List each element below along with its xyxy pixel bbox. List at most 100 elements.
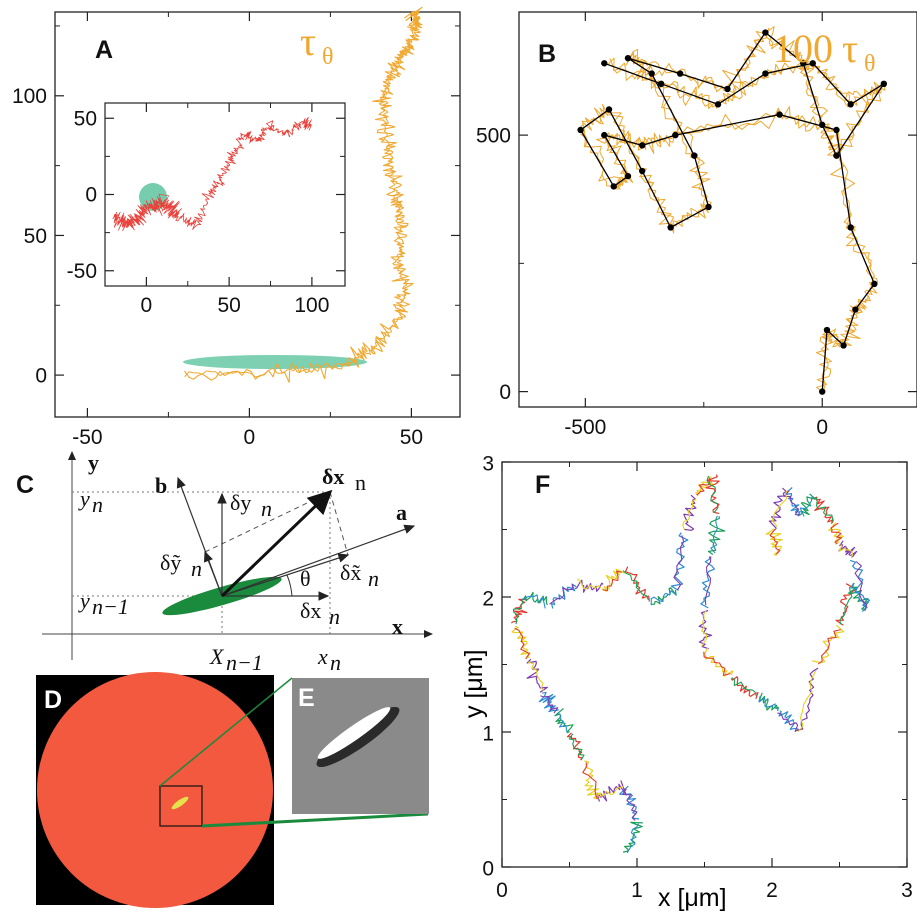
panel-b-path-point: [601, 60, 608, 67]
panel-f-trajectory-segment: [704, 556, 712, 606]
panel-f-trajectory-segment: [815, 497, 834, 524]
panel-f-trajectory-segment: [849, 559, 871, 613]
panel-c-label-Xn1: X: [209, 644, 225, 669]
panel-a-inset-y-tick-label: -50: [67, 260, 97, 283]
panel-c-vector-dx-bold: [220, 489, 333, 598]
panel-f-trajectory-segment: [673, 535, 685, 591]
panel-b-path-point: [705, 203, 712, 211]
panel-c-y-axis-label: y: [88, 450, 99, 475]
panel-f-trajectory-segment: [797, 670, 817, 733]
panel-a-inset-walk: [112, 117, 312, 232]
panel-c-label: C: [16, 471, 34, 499]
panel-b-path-point: [672, 131, 679, 139]
panel-b-ticks: -500 0 0 500: [476, 12, 917, 439]
panel-f-ticks: 0 1 2 3 0 1 2 3: [482, 452, 913, 902]
panel-f-y-tick-label: 0: [482, 857, 494, 880]
panel-a-y-tick-label: 100: [12, 85, 47, 108]
panel-d-particle: [171, 796, 189, 810]
panel-f-trajectory-segment: [847, 582, 869, 610]
panel-a-trajectory-line: [184, 6, 423, 383]
panel-f-trajectory-segment: [601, 568, 625, 592]
panel-f-trajectory-segment: [511, 625, 531, 658]
panel-e-zoom-line-bottom: [201, 812, 429, 828]
panel-d: D: [36, 672, 274, 908]
panel-e-zoom-line-top: [159, 677, 293, 787]
panel-f-y-tick-label: 1: [482, 722, 494, 745]
panel-f-trajectory-segment: [512, 599, 524, 625]
panel-b-path-point: [852, 306, 859, 313]
panel-b-path-point: [762, 29, 769, 36]
panel-f-trajectory-segment: [696, 477, 711, 496]
panel-b-path-point: [776, 111, 783, 118]
panel-c-label-theta: θ: [300, 566, 311, 591]
panel-c-label-dxtn-sub: n: [368, 566, 379, 591]
panel-f-trajectory-segment: [602, 570, 622, 592]
panel-f-trajectory-segment: [771, 489, 789, 528]
panel-a-ellipse: [183, 355, 367, 369]
panel-b-path-point: [667, 224, 674, 231]
panel-b-y-tick-label: 0: [499, 381, 511, 404]
panel-f-frame: [501, 461, 908, 868]
panel-a-inset-walk-line: [113, 193, 182, 232]
panel-c: C y x b a δx n y n y n−1 δy n: [16, 450, 433, 675]
panel-b-x-tick-label: 0: [816, 416, 828, 439]
panel-b-path-point: [601, 131, 608, 139]
panel-a-x-tick-label: 0: [244, 426, 256, 449]
panel-f: 0 1 2 3 0 1 2 3 F x [μm] y [μm]: [460, 452, 913, 911]
panel-c-label-dxn-sub: n: [329, 604, 340, 629]
panel-f-trajectory-segment: [700, 610, 708, 648]
panel-f-trajectory-segment: [550, 583, 577, 609]
panel-a-inset-y-tick-label: 50: [74, 107, 97, 130]
panel-f-trajectory-segment: [706, 475, 719, 513]
panel-f-trajectory-segment: [527, 661, 545, 692]
panel-f-trajectory-segment: [730, 676, 759, 700]
panel-b-path-point: [823, 326, 831, 334]
panel-c-vector-dytn: [203, 550, 223, 597]
panel-f-trajectory-segment: [811, 624, 845, 664]
panel-a-tau-sub: θ: [322, 44, 334, 70]
panel-a-inset-x-tick-label: 0: [141, 294, 153, 317]
panel-a-x-tick-label: -50: [72, 426, 102, 449]
panel-b-coarse-path: [577, 29, 888, 395]
panel-b-path-point: [809, 60, 816, 67]
panel-b-y-tick-label: 500: [476, 124, 511, 147]
panel-e-particle: [317, 707, 391, 759]
panel-c-label-dxn: δx: [300, 598, 321, 623]
panel-b-path-point: [819, 388, 826, 395]
panel-b-tau-sub: θ: [864, 51, 876, 77]
panel-b-path-point: [724, 85, 731, 93]
panel-f-trajectory-segment: [783, 490, 801, 516]
panel-f-trajectory-segment: [682, 498, 697, 530]
panel-f-trajectory-segment: [758, 695, 778, 710]
panel-b-frame: [518, 11, 917, 408]
panel-b-path-point: [819, 121, 826, 129]
panel-f-trajectory-segment: [704, 647, 734, 677]
panel-b-path-point: [833, 152, 840, 159]
panel-c-theta-arc: [286, 574, 293, 597]
panel-d-disk: [37, 672, 273, 908]
panel-a-inset-x-tick-label: 100: [294, 294, 329, 317]
panel-f-trajectory-segment: [526, 658, 548, 693]
panel-c-label-yn: y: [78, 486, 90, 511]
panel-c-label-dx-bold: δx: [322, 464, 344, 489]
panel-a-inset-ticks: 0 50 100 -50 0 50: [67, 103, 345, 317]
panel-b-path-point: [762, 70, 769, 77]
panel-e: E: [159, 677, 429, 828]
panel-c-label-yn1-sub: n−1: [92, 594, 129, 619]
panel-f-trajectory-segment: [622, 821, 643, 853]
panel-d-label: D: [44, 686, 62, 714]
panel-f-trajectory-segment: [817, 629, 841, 665]
panel-c-label-dyn: δy: [230, 490, 251, 515]
panel-b-path-point: [638, 167, 646, 175]
panel-f-trajectory-segment: [777, 712, 799, 733]
panel-f-trajectory-segment: [566, 732, 583, 761]
panel-f-trajectory-segment: [568, 733, 585, 761]
panel-b-path-point: [714, 101, 722, 108]
panel-f-trajectory-segment: [811, 496, 834, 524]
panel-f-trajectory-segment: [830, 522, 843, 545]
panel-f-trajectory-segment: [707, 516, 726, 555]
panel-c-proj-a: [329, 491, 349, 556]
panel-f-trajectory-segment: [839, 586, 853, 625]
panel-c-label-dx-bold-sub: n: [355, 470, 366, 495]
panel-f-trajectory-segment: [698, 609, 713, 650]
